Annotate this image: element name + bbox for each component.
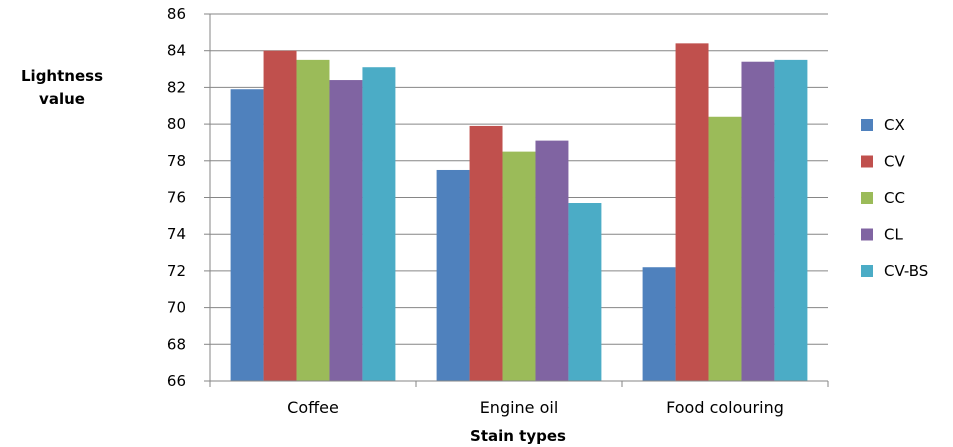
bar-cv-bs-coffee	[362, 67, 396, 381]
bar-cv-coffee	[263, 50, 297, 381]
legend-label-cv-bs: CV-BS	[884, 262, 928, 280]
bar-cl-engine-oil	[535, 140, 569, 381]
bar-cc-coffee	[296, 59, 330, 381]
legend-swatch-cv	[861, 155, 873, 168]
legend-label-cc: CC	[884, 189, 905, 207]
y-tick-label: 72	[167, 262, 186, 280]
bar-cc-food-colouring	[708, 116, 742, 381]
y-axis-title-line2: value	[39, 90, 85, 108]
x-tick-label: Food colouring	[666, 398, 784, 417]
legend-swatch-cc	[861, 192, 873, 204]
y-tick-label: 74	[167, 225, 186, 243]
y-tick-label: 76	[167, 189, 186, 207]
bar-cv-bs-engine-oil	[568, 203, 602, 381]
legend-swatch-cv-bs	[861, 265, 873, 277]
bar-cx-food-colouring	[642, 267, 676, 381]
y-axis-title-line1: Lightness	[21, 67, 103, 85]
x-tick-label: Engine oil	[480, 398, 559, 417]
y-tick-label: 70	[167, 299, 186, 317]
legend-label-cx: CX	[884, 116, 905, 134]
bar-cv-engine-oil	[469, 125, 503, 381]
bar-cc-engine-oil	[502, 151, 536, 381]
axes	[204, 13, 829, 387]
bar-cx-engine-oil	[436, 169, 470, 381]
legend-label-cv: CV	[884, 153, 905, 171]
legend-swatch-cx	[861, 119, 873, 131]
bar-cl-food-colouring	[741, 61, 775, 382]
y-tick-label: 78	[167, 152, 186, 170]
y-tick-label: 68	[167, 335, 186, 353]
legend-label-cl: CL	[884, 226, 903, 244]
bar-cv-bs-food-colouring	[774, 59, 808, 381]
x-tick-labels: Coffee Engine oil Food colouring	[287, 398, 784, 417]
x-axis-title: Stain types	[470, 427, 566, 445]
y-tick-label: 86	[167, 5, 186, 23]
y-tick-label: 82	[167, 78, 186, 96]
bar-cv-food-colouring	[675, 43, 709, 382]
legend: CX CV CC CL CV-BS	[861, 116, 928, 280]
bars	[230, 43, 808, 382]
y-tick-label: 80	[167, 115, 186, 133]
bar-cx-coffee	[230, 89, 264, 382]
y-tick-labels: 66 68 70 72 74 76 78 80 82 84 86	[167, 5, 186, 390]
legend-swatch-cl	[861, 228, 873, 241]
x-tick-label: Coffee	[287, 398, 339, 417]
bar-cl-coffee	[329, 80, 363, 381]
y-tick-label: 84	[167, 42, 186, 60]
y-tick-label: 66	[167, 372, 186, 390]
